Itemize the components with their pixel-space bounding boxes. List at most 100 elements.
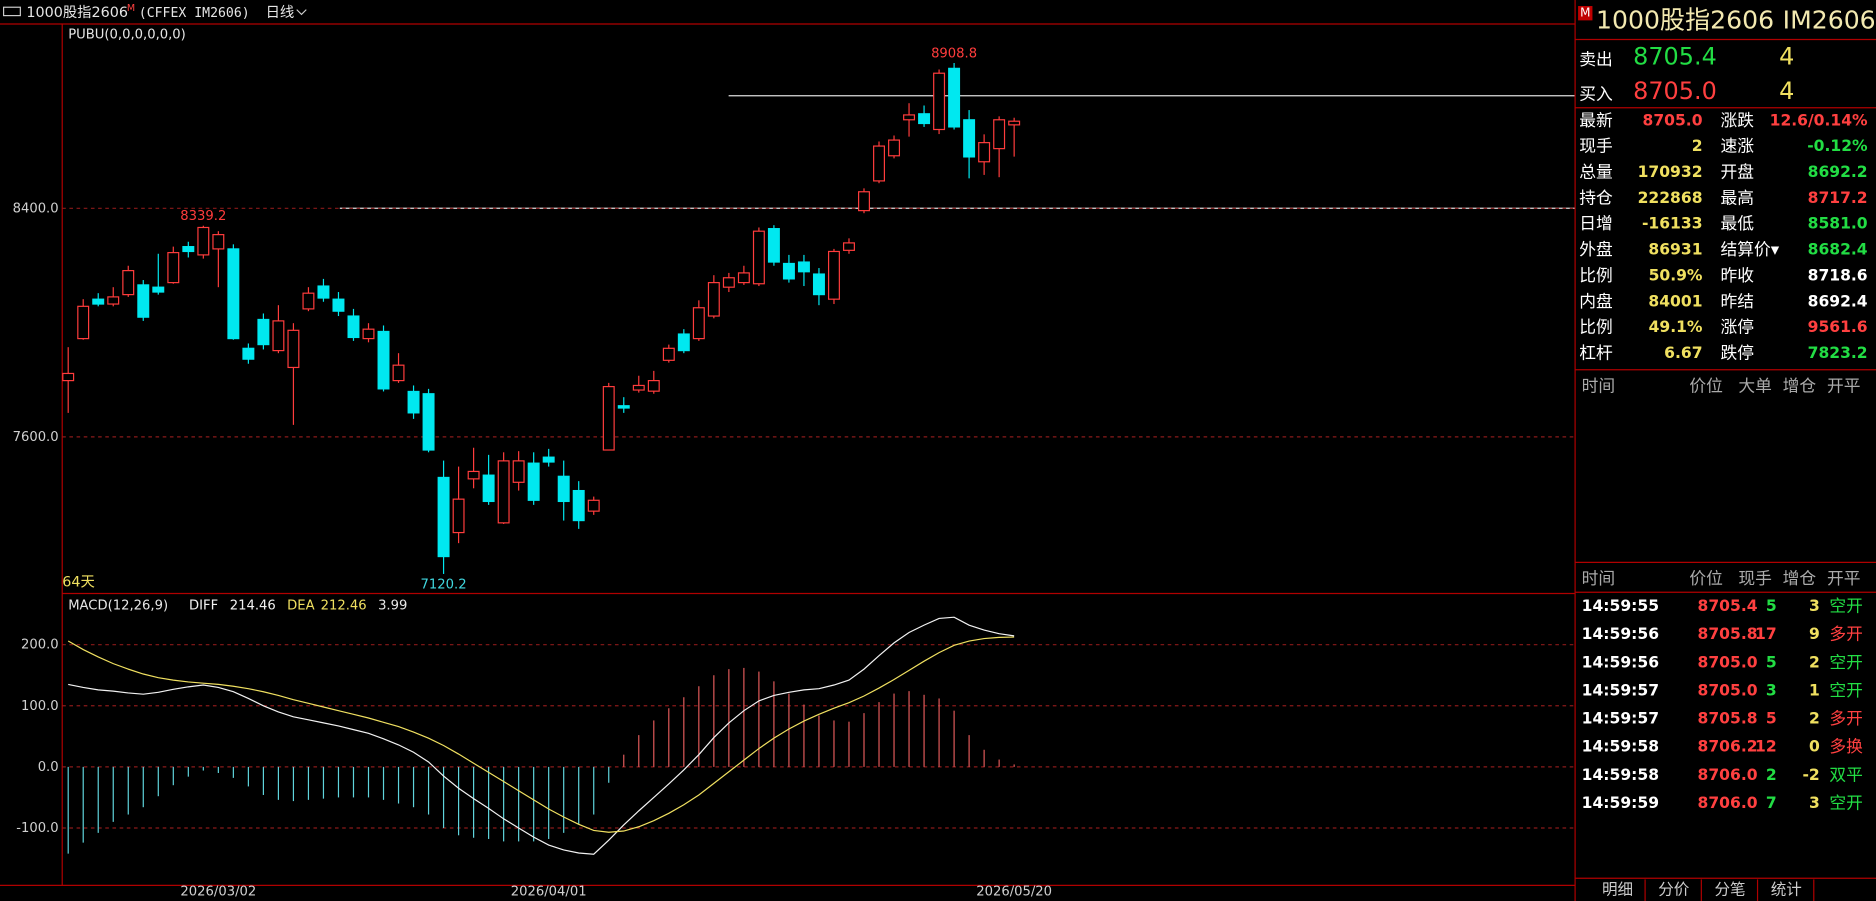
macd-title[interactable]: MACD(12,26,9) (68, 598, 168, 613)
y-tick-label: 7600.0 (13, 430, 59, 445)
candle-body (963, 119, 976, 158)
trade-time: 14:59:58 (1582, 766, 1659, 784)
column-header: 增仓 (1783, 568, 1817, 588)
stat-value: 84001 (1648, 292, 1702, 310)
stat-label: 结算价▾ (1720, 239, 1779, 259)
candle-body (347, 315, 360, 339)
stat-label: 跌停 (1720, 342, 1754, 362)
candle-body (557, 475, 570, 503)
candle-body (647, 379, 660, 392)
stat-label: 涨停 (1720, 317, 1754, 337)
exchange: (CFFEX IM2606) (139, 6, 250, 21)
candle-body (482, 474, 495, 503)
trade-price: 8705.8 (1698, 625, 1758, 643)
stat-label: 比例 (1579, 317, 1613, 337)
stat-label: 昨结 (1720, 291, 1754, 311)
symbol-badge: M (127, 3, 135, 14)
stat-value: -0.12% (1807, 137, 1868, 155)
trade-type: 空开 (1829, 680, 1863, 700)
candle-body (858, 191, 870, 212)
stat-value: 8692.2 (1808, 163, 1868, 181)
quote-name: 1000股指2606 (1596, 6, 1774, 35)
date-label: 2026/05/20 (976, 884, 1052, 899)
period-selector[interactable]: 日线 (266, 4, 295, 21)
diff-value: 214.46 (230, 598, 276, 613)
trade-price: 8706.0 (1698, 794, 1758, 812)
candle-body (812, 273, 825, 296)
y-tick-label: 100.0 (21, 699, 59, 714)
menu-icon[interactable] (2, 6, 21, 17)
candle-body (767, 228, 780, 263)
candle-body (302, 292, 315, 310)
stat-label: 开盘 (1720, 162, 1754, 182)
candle-body (692, 307, 705, 340)
stat-value: 2 (1692, 137, 1703, 155)
trade-type: 空开 (1829, 792, 1863, 812)
candle-body (257, 318, 270, 346)
trade-volume: 5 (1766, 653, 1777, 671)
candle-body (1008, 120, 1021, 126)
panel-tab[interactable]: 分笔 (1714, 881, 1745, 899)
quote-code: IM2606 (1783, 6, 1876, 35)
trade-price: 8705.4 (1698, 597, 1758, 615)
candle-body (617, 405, 630, 409)
trade-type: 多换 (1829, 736, 1863, 756)
stat-value: 50.9% (1649, 266, 1703, 284)
book-volume: 4 (1779, 77, 1794, 105)
candle-body (62, 372, 75, 382)
candle-body (933, 72, 946, 131)
candle-body (242, 347, 255, 360)
panel-tab[interactable]: 统计 (1771, 881, 1802, 899)
column-header: 增仓 (1783, 375, 1817, 395)
diff-legend: DIFF (189, 598, 218, 613)
candle-body (707, 282, 720, 317)
y-tick-label: 200.0 (21, 638, 59, 653)
indicator-title[interactable]: PUBU(0,0,0,0,0,0) (68, 28, 186, 43)
column-header: 现手 (1738, 568, 1772, 588)
trade-price: 8705.0 (1698, 653, 1758, 671)
candle-body (677, 333, 690, 352)
candle-body (752, 230, 765, 285)
stat-value: 8705.0 (1643, 111, 1703, 129)
candle-body (212, 234, 225, 250)
trade-oi-change: 2 (1809, 653, 1820, 671)
trade-type: 多开 (1829, 708, 1863, 728)
panel-tab[interactable]: 分价 (1658, 881, 1690, 899)
candle-body (467, 470, 480, 480)
badge-box (1578, 6, 1593, 21)
stat-value: 9561.6 (1808, 318, 1868, 336)
trade-price: 8706.0 (1698, 766, 1758, 784)
candle-body (512, 460, 525, 483)
book-price: 8705.4 (1633, 42, 1717, 70)
trade-time: 14:59:58 (1582, 738, 1659, 756)
candle-body (888, 139, 901, 157)
trade-volume: 3 (1766, 681, 1777, 699)
column-header: 开平 (1827, 375, 1861, 395)
candle-body (948, 67, 961, 128)
stat-value: -16133 (1642, 215, 1703, 233)
macd-value: 3.99 (378, 598, 407, 613)
trade-volume: 5 (1766, 710, 1777, 728)
stat-value: 12.6/0.14% (1770, 111, 1868, 129)
y-tick-label: 0.0 (38, 760, 59, 775)
trade-time: 14:59:57 (1582, 681, 1659, 699)
dea-value: 212.46 (321, 598, 367, 613)
candle-body (182, 246, 195, 253)
panel-tab[interactable]: 明细 (1602, 881, 1633, 899)
y-tick-label: -100.0 (16, 821, 58, 836)
stat-label: 日增 (1579, 213, 1613, 233)
high-label: 8339.2 (180, 209, 226, 224)
trade-time: 14:59:59 (1582, 794, 1659, 812)
column-header: 时间 (1582, 375, 1616, 395)
stat-label: 杠杆 (1579, 342, 1613, 362)
stat-label: 昨收 (1720, 265, 1754, 285)
book-label: 买入 (1579, 84, 1613, 104)
trade-type: 空开 (1829, 652, 1863, 672)
candle-body (527, 462, 540, 501)
trade-volume: 2 (1766, 766, 1777, 784)
candle-body (437, 476, 450, 558)
dea-legend: DEA (287, 598, 314, 613)
trade-volume: 7 (1766, 794, 1777, 812)
candle-body (602, 385, 615, 451)
